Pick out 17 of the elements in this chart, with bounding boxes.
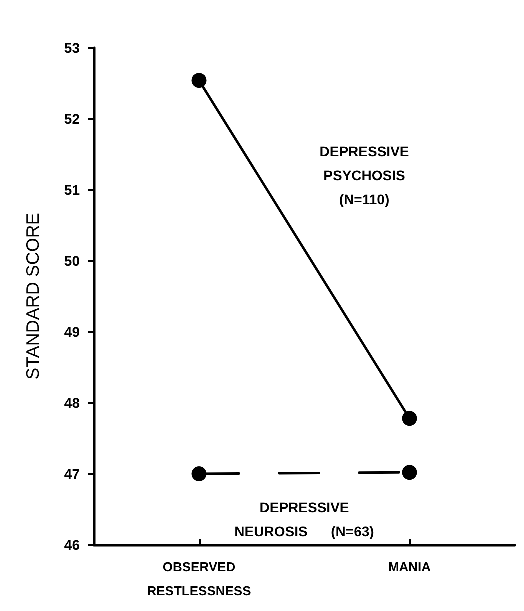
point (192, 466, 207, 482)
y-tick-label: 52 (64, 111, 80, 127)
y-tick-label: 53 (64, 40, 80, 56)
series-label: DEPRESSIVE NEUROSIS (N=63) (234, 499, 374, 540)
y-tick-label: 48 (64, 395, 80, 411)
y-tick-label: 49 (64, 324, 80, 340)
point (402, 411, 418, 426)
x-tick-label: OBSERVED RESTLESSNESS (147, 560, 252, 598)
x-tick-label: MANIA (388, 560, 432, 574)
y-tick-label: 47 (64, 466, 80, 482)
y-axis-title: STANDARD SCORE (23, 213, 43, 380)
y-tick-label: 51 (64, 182, 80, 198)
y-tick-label: 46 (64, 537, 80, 553)
point (192, 73, 207, 88)
point (402, 465, 418, 480)
y-tick-label: 50 (64, 253, 80, 269)
text: DEPRESSIVE PSYCHOSIS (N=110) (320, 144, 410, 208)
